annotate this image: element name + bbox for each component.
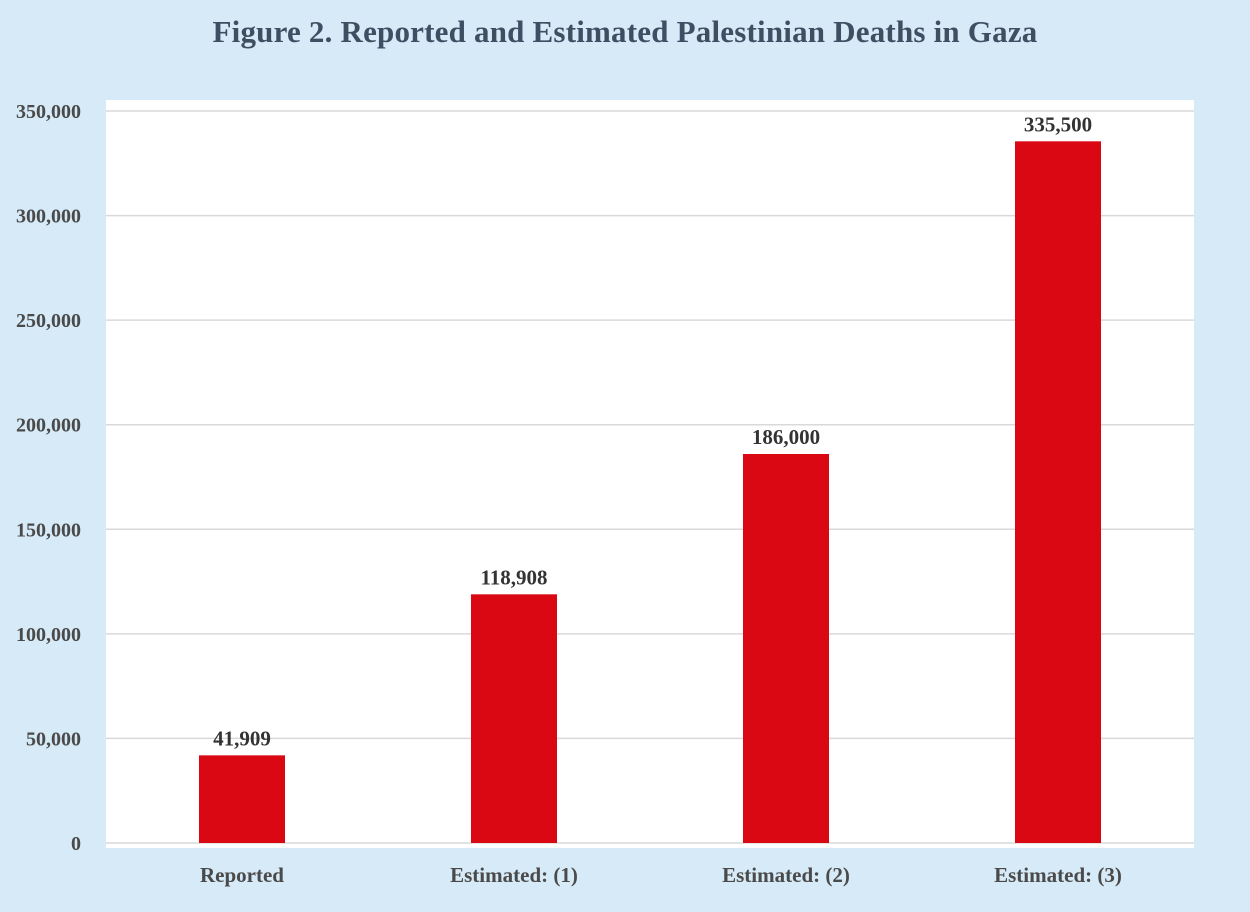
y-tick-label: 150,000: [16, 519, 81, 541]
x-tick-label: Reported: [200, 863, 284, 887]
x-tick-label: Estimated: (3): [994, 863, 1122, 887]
y-tick-label: 250,000: [16, 310, 81, 332]
x-tick-label: Estimated: (2): [722, 863, 850, 887]
chart-title: Figure 2. Reported and Estimated Palesti…: [212, 14, 1038, 49]
data-label: 335,500: [1024, 112, 1092, 136]
y-tick-label: 50,000: [26, 728, 81, 750]
x-tick-label: Estimated: (1): [450, 863, 578, 887]
bar: [743, 453, 829, 843]
y-tick-label: 0: [71, 833, 81, 855]
data-label: 41,909: [213, 726, 271, 750]
bar: [199, 755, 285, 843]
y-tick-label: 350,000: [16, 101, 81, 123]
bar: [1015, 141, 1101, 844]
plot-area: [106, 100, 1194, 848]
data-label: 118,908: [480, 565, 547, 589]
bar: [471, 594, 557, 843]
y-tick-label: 300,000: [16, 206, 81, 228]
y-tick-label: 100,000: [16, 624, 81, 646]
y-tick-label: 200,000: [16, 415, 81, 437]
data-label: 186,000: [752, 425, 820, 449]
